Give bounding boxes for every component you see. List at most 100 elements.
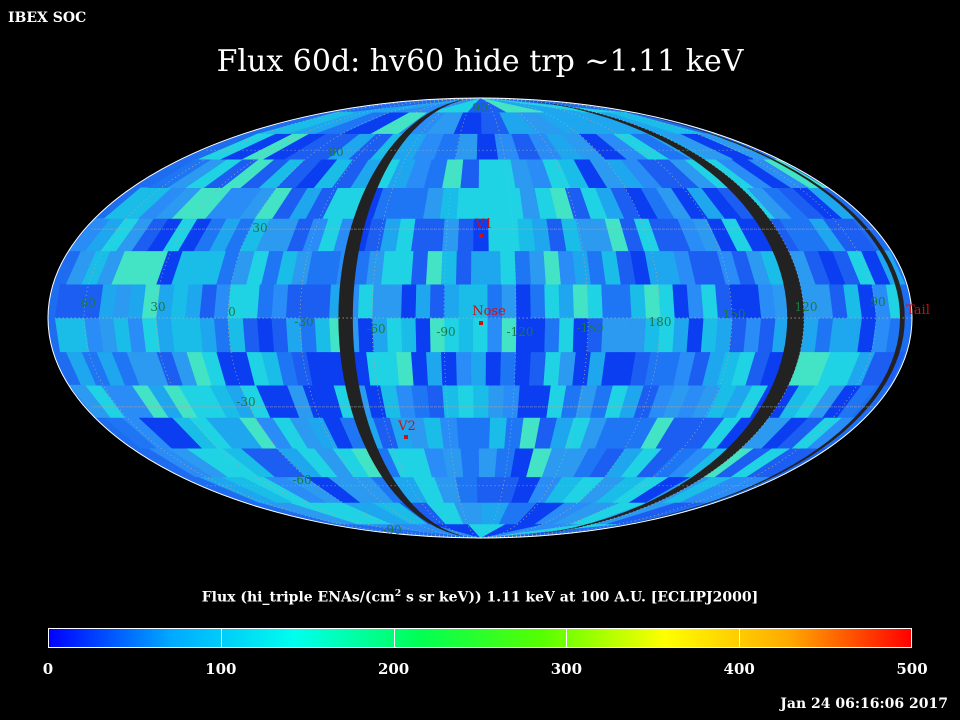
lon-line — [479, 98, 733, 538]
flux-pixel — [357, 283, 374, 319]
flux-pixels — [54, 98, 906, 538]
flux-pixel — [455, 417, 474, 449]
colorbar-tick — [220, 628, 222, 648]
timestamp: Jan 24 06:16:06 2017 — [780, 696, 948, 712]
lon-label: -120 — [507, 325, 534, 339]
markers: V1 Nose V2 Tail — [397, 217, 930, 439]
graticule — [55, 98, 912, 538]
flux-pixel — [542, 351, 561, 386]
flux-pixel — [457, 384, 474, 418]
flux-pixel — [685, 283, 704, 319]
colorbar — [48, 628, 912, 648]
flux-pixel — [516, 384, 536, 418]
flux-pixel — [270, 283, 289, 319]
flux-pixel — [458, 317, 474, 353]
flux-pixel — [472, 417, 491, 449]
lon-label: -30 — [294, 315, 313, 329]
flux-pixel — [386, 317, 403, 353]
flux-pixel — [386, 283, 403, 319]
flux-pixel — [502, 384, 520, 418]
flux-pixel — [488, 187, 507, 219]
flux-pixel — [458, 283, 474, 319]
lon-label: -150 — [577, 321, 604, 335]
flux-pixel — [441, 218, 460, 252]
lon-label: 0 — [228, 305, 236, 319]
flux-pixel — [516, 218, 536, 252]
flux-pixel — [443, 283, 459, 319]
flux-pixel — [515, 283, 531, 319]
colorbar-tick — [739, 628, 741, 648]
flux-pixel — [455, 250, 472, 285]
marker-dot — [479, 321, 483, 325]
flux-pixel — [528, 250, 546, 285]
flux-pixel — [410, 351, 428, 386]
flux-pixel — [285, 283, 303, 319]
flux-pixel — [543, 283, 560, 319]
flux-pixel — [314, 283, 331, 319]
flux-pixel — [371, 283, 388, 319]
flux-pixel — [528, 351, 546, 386]
flux-pixel — [414, 283, 431, 319]
marker-label-v1: V1 — [474, 217, 493, 232]
colorbar-tick-label: 500 — [896, 660, 928, 678]
flux-pixel — [513, 250, 531, 285]
flux-pixel — [259, 111, 356, 134]
flux-pixel — [657, 283, 675, 319]
flux-pixel — [557, 283, 574, 319]
lat-label: 60 — [328, 145, 343, 159]
lon-line — [479, 98, 517, 538]
flux-pixel — [198, 133, 276, 160]
colorbar-label-after: s sr keV)) 1.11 keV at 100 A.U. [ECLIPJ2… — [401, 589, 759, 606]
flux-pixel — [557, 317, 574, 353]
lon-label: -60 — [366, 322, 385, 336]
flux-pixel — [440, 250, 457, 285]
lon-label: 180 — [649, 315, 672, 329]
flux-pixel — [425, 250, 443, 285]
colorbar-label: Flux (hi_triple ENAs/(cm2 s sr keV)) 1.1… — [0, 589, 960, 606]
flux-pixel — [425, 351, 443, 386]
lat-label: -30 — [236, 395, 255, 409]
flux-pixel — [499, 250, 516, 285]
flux-pixel — [455, 351, 472, 386]
colorbar-tick-label: 100 — [205, 660, 237, 678]
flux-pixel — [457, 218, 474, 252]
lon-label: 150 — [723, 307, 746, 321]
marker-dot — [404, 435, 408, 439]
lon-line — [443, 98, 481, 538]
flux-pixel — [472, 384, 489, 418]
marker-dot — [479, 234, 483, 238]
flux-pixel — [400, 283, 417, 319]
colorbar-tick — [566, 628, 568, 648]
marker-label-v2: V2 — [397, 419, 416, 434]
flux-pixel — [485, 351, 501, 386]
colorbar-tick — [393, 628, 395, 648]
lat-label: 30 — [252, 221, 267, 235]
flux-pixel — [643, 283, 661, 319]
flux-pixel — [270, 317, 289, 353]
flux-pixel — [671, 283, 690, 319]
marker-label-nose: Nose — [472, 304, 506, 319]
flux-pixel — [543, 317, 560, 353]
colorbar-label-before: Flux (hi_triple ENAs/(cm — [201, 589, 395, 606]
flux-pixel — [614, 317, 632, 353]
lon-label: 90 — [870, 295, 885, 309]
flux-pixel — [685, 317, 704, 353]
lon-label: -90 — [436, 325, 455, 339]
colorbar-label-sup: 2 — [394, 589, 402, 599]
flux-pixel — [314, 317, 331, 353]
map-outline — [47, 97, 913, 539]
flux-pixel — [499, 351, 516, 386]
flux-pixel — [478, 447, 498, 478]
flux-pixel — [400, 317, 417, 353]
lat-label: -60 — [292, 473, 311, 487]
colorbar-tick-label: 400 — [723, 660, 755, 678]
flux-pixel — [68, 384, 111, 418]
flux-pixel — [488, 417, 507, 449]
flux-pixel — [586, 283, 603, 319]
flux-pixel — [600, 283, 618, 319]
flux-pixel — [502, 218, 520, 252]
flux-pixel — [440, 351, 457, 386]
lat-label: 90 — [472, 101, 487, 115]
flux-pixel — [455, 187, 474, 219]
